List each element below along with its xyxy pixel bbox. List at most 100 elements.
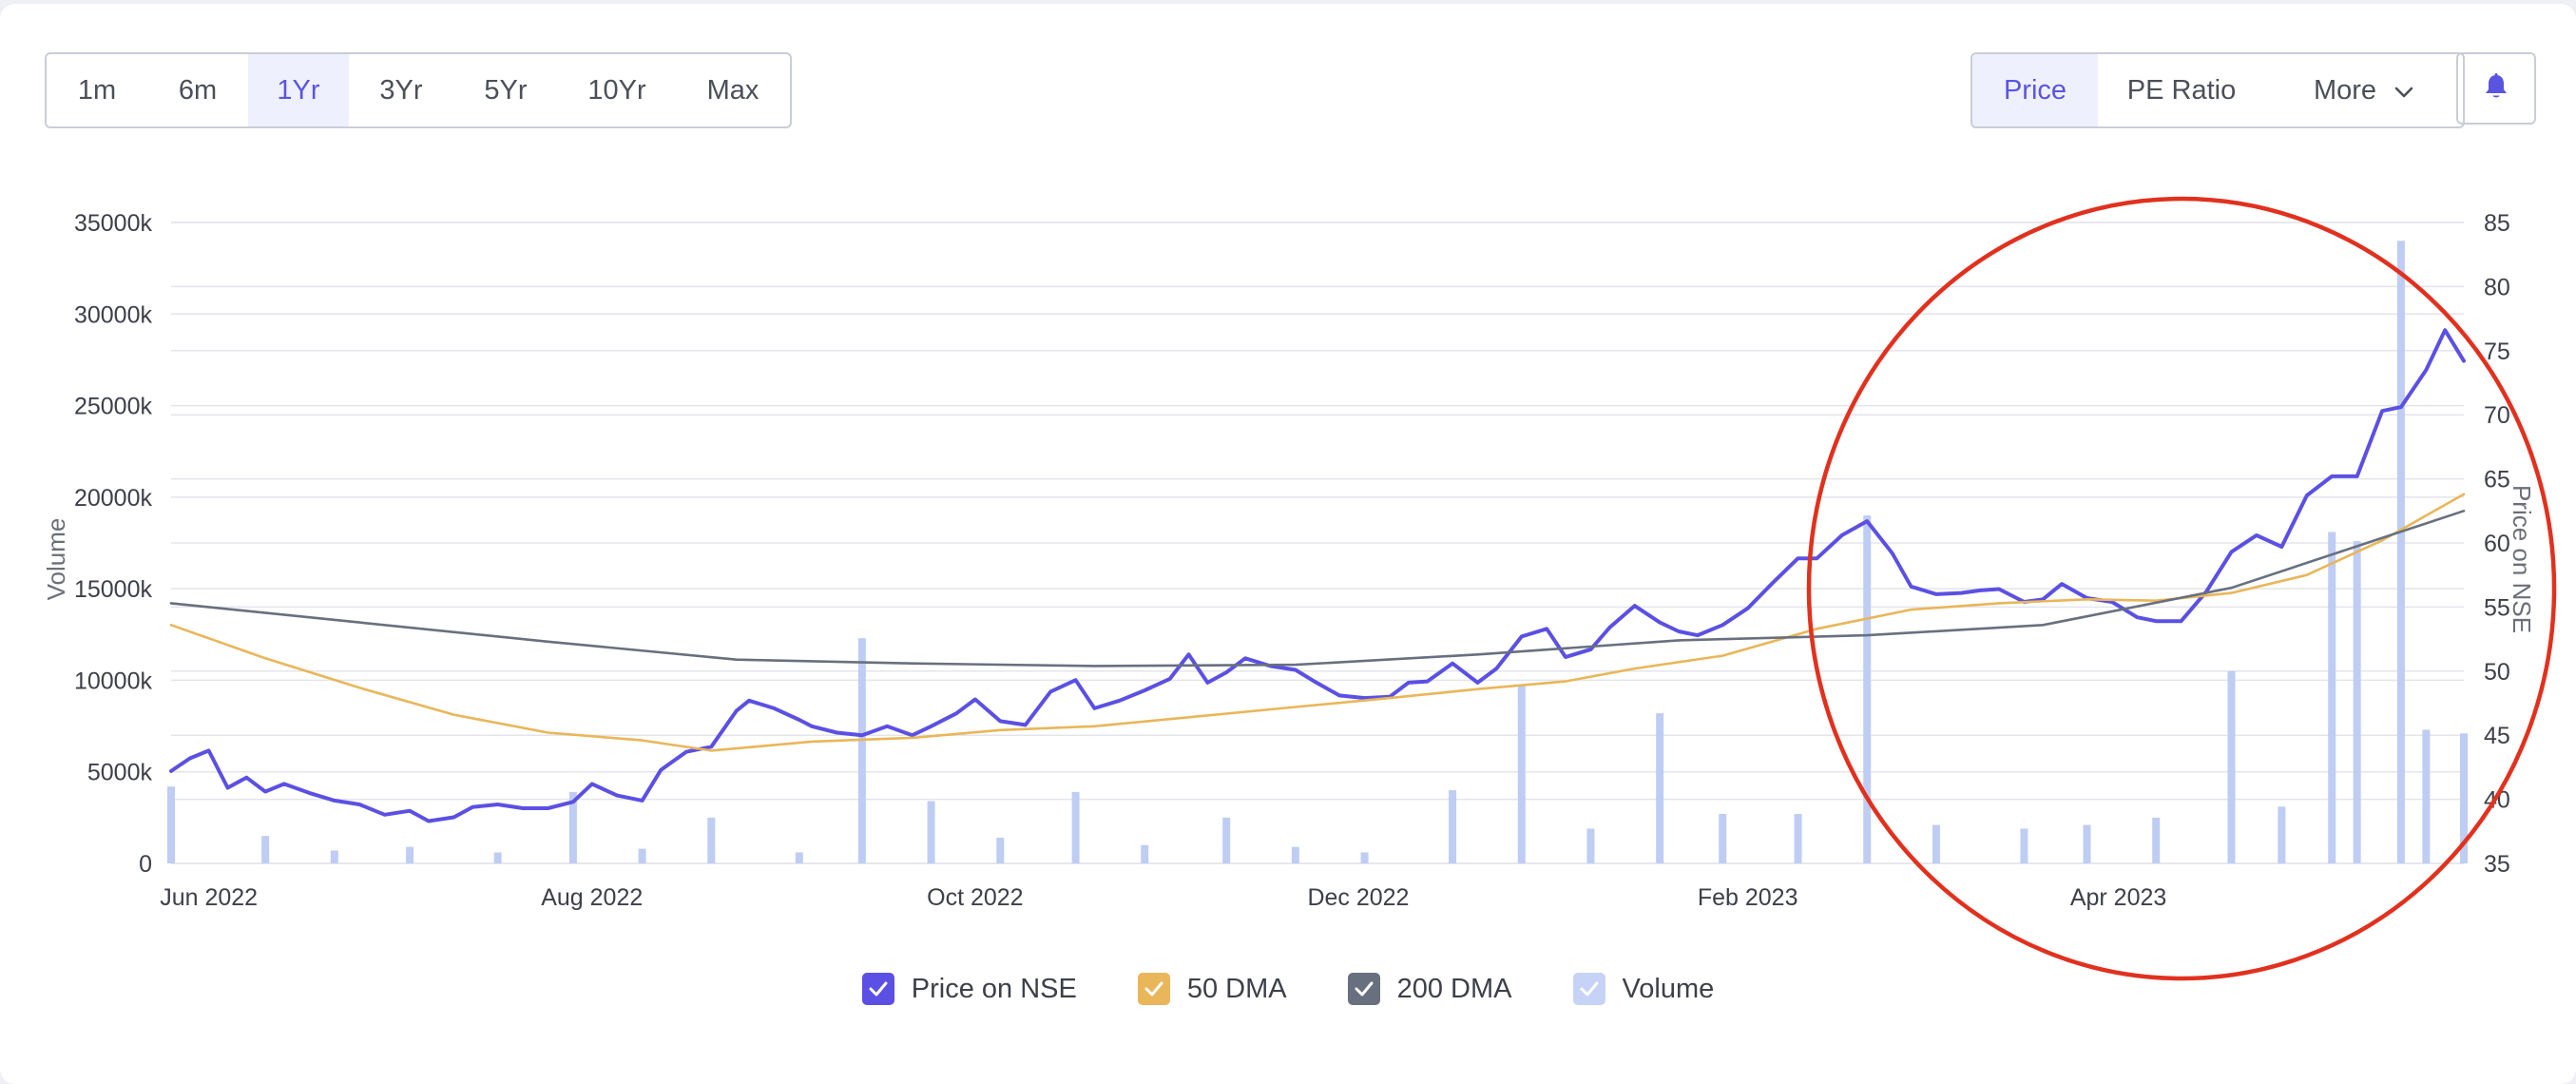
volume-bar — [568, 791, 577, 863]
range-1m-button[interactable]: 1m — [77, 74, 117, 106]
volume-bar — [996, 838, 1005, 863]
y-left-tick-label: 20000k — [74, 485, 153, 512]
volume-bar — [2422, 729, 2431, 863]
volume-bar — [2396, 241, 2405, 863]
legend-item-50dma[interactable]: 50 DMA — [1137, 973, 1287, 1005]
price-series-line — [169, 328, 2466, 823]
volume-bar — [261, 836, 270, 863]
volume-bar — [1449, 789, 1457, 863]
series-lines — [169, 328, 2466, 823]
volume-bar — [1863, 515, 1872, 863]
chart-card — [0, 4, 2576, 1084]
volume-bar — [1141, 844, 1149, 863]
y-right-tick-label: 45 — [2484, 723, 2510, 749]
volume-bar — [1932, 824, 1940, 863]
checkmark-icon — [1347, 973, 1380, 1005]
checkmark-icon — [1572, 973, 1605, 1005]
x-tick-label: Aug 2022 — [541, 884, 643, 911]
legend-label-price: Price on NSE — [911, 973, 1077, 1004]
legend-label-volume: Volume — [1622, 973, 1715, 1004]
y-left-tick-label: 0 — [139, 851, 152, 878]
x-tick-label: Jun 2022 — [160, 884, 258, 911]
volume-bar — [2278, 806, 2286, 863]
legend-item-price[interactable]: Price on NSE — [861, 973, 1077, 1005]
volume-bar — [1719, 814, 1727, 863]
volume-bars — [167, 241, 2468, 863]
legend-item-volume[interactable]: Volume — [1572, 973, 1715, 1005]
y-axis-right-label: Price on NSE — [2508, 485, 2536, 633]
volume-bar — [638, 848, 646, 863]
volume-bar — [2353, 541, 2361, 863]
volume-bar — [2460, 733, 2468, 863]
volume-bar — [1794, 814, 1802, 863]
more-dropdown[interactable]: More — [2265, 54, 2463, 126]
volume-bar — [1291, 846, 1299, 863]
y-right-tick-label: 50 — [2484, 659, 2510, 686]
highlight-circle-annotation — [1806, 196, 2557, 981]
range-max-button[interactable]: Max — [706, 74, 759, 106]
volume-bar — [2083, 824, 2091, 863]
volume-bar — [330, 850, 338, 863]
volume-bar — [406, 846, 414, 863]
bell-icon — [2483, 72, 2509, 106]
volume-bar — [1586, 828, 1595, 863]
range-3yr-button[interactable]: 3Yr — [379, 74, 423, 106]
y-right-tick-label: 85 — [2484, 210, 2510, 237]
range-6m-button[interactable]: 6m — [178, 74, 218, 106]
volume-bar — [1071, 791, 1080, 863]
legend-label-50dma: 50 DMA — [1186, 973, 1287, 1004]
legend-label-200dma: 200 DMA — [1396, 973, 1512, 1004]
y-left-tick-label: 10000k — [74, 668, 153, 694]
y-right-tick-label: 65 — [2484, 467, 2510, 494]
volume-bar — [927, 801, 935, 863]
price-alert-button[interactable] — [2456, 52, 2536, 125]
y-right-tick-label: 60 — [2484, 531, 2510, 557]
dma200-series-line — [169, 510, 2466, 668]
time-range-selector: 1m 6m 1Yr 3Yr 5Yr 10Yr Max — [45, 52, 792, 128]
metric-selector: Price PE Ratio More — [1970, 52, 2465, 128]
price-button[interactable]: Price — [1972, 54, 2098, 126]
x-tick-label: Feb 2023 — [1698, 884, 1798, 911]
range-10yr-button[interactable]: 10Yr — [587, 74, 646, 106]
y-right-tick-label: 75 — [2484, 339, 2510, 365]
volume-bar — [1656, 713, 1664, 863]
range-5yr-button[interactable]: 5Yr — [484, 74, 528, 106]
y-right-tick-label: 55 — [2484, 594, 2510, 621]
volume-bar — [2227, 670, 2236, 863]
axes: 354045505560657075808505000k10000k15000k… — [74, 210, 2510, 911]
volume-bar — [2328, 532, 2336, 863]
y-left-tick-label: 30000k — [74, 301, 153, 328]
volume-bar — [167, 786, 175, 863]
volume-bar — [2020, 828, 2028, 863]
legend-item-200dma[interactable]: 200 DMA — [1347, 973, 1512, 1005]
gridlines — [171, 222, 2464, 864]
volume-bar — [493, 852, 502, 863]
y-right-tick-label: 80 — [2484, 274, 2510, 300]
chart-legend: Price on NSE 50 DMA 200 DMA Volume — [0, 962, 2576, 1016]
more-label: More — [2313, 74, 2377, 106]
volume-bar — [1222, 817, 1231, 863]
y-left-tick-label: 25000k — [74, 394, 153, 420]
x-tick-label: Oct 2022 — [927, 884, 1023, 911]
x-tick-label: Dec 2022 — [1307, 884, 1409, 911]
y-left-tick-label: 5000k — [87, 760, 153, 786]
volume-bar — [1517, 686, 1526, 863]
checkmark-icon — [861, 973, 894, 1005]
chevron-down-icon — [2393, 75, 2414, 106]
volume-bar — [795, 852, 803, 863]
y-left-tick-label: 35000k — [74, 210, 153, 237]
volume-bar — [1360, 852, 1369, 863]
checkmark-icon — [1137, 973, 1170, 1005]
volume-bar — [2152, 817, 2161, 863]
pe-ratio-button[interactable]: PE Ratio — [2126, 74, 2237, 106]
x-tick-label: Apr 2023 — [2070, 884, 2166, 911]
volume-bar — [857, 638, 866, 863]
y-axis-left-label: Volume — [42, 518, 70, 601]
y-right-tick-label: 35 — [2484, 851, 2510, 878]
range-1yr-button[interactable]: 1Yr — [248, 54, 349, 126]
dma50-series-line — [169, 493, 2466, 752]
y-right-tick-label: 70 — [2484, 402, 2510, 429]
volume-bar — [707, 817, 716, 863]
y-left-tick-label: 15000k — [74, 576, 153, 603]
